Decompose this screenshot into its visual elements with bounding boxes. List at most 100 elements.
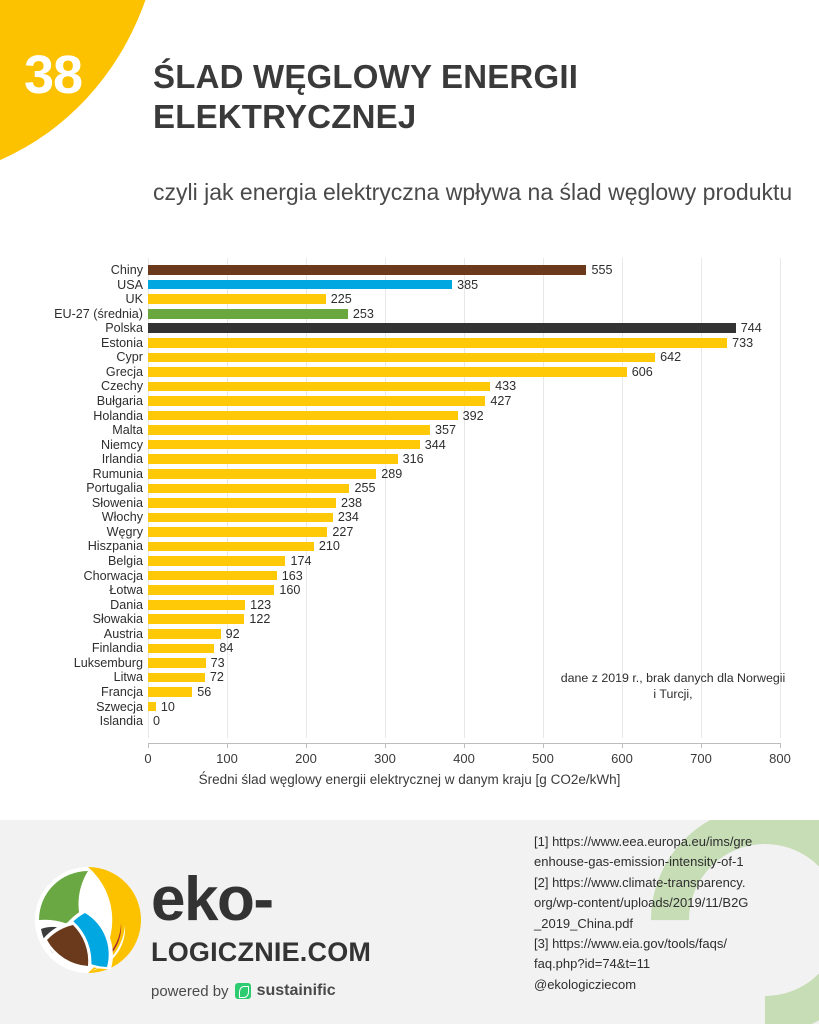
bar xyxy=(148,468,377,479)
bar-category-label: Bułgaria xyxy=(96,393,143,408)
bar-category-label: Włochy xyxy=(101,510,143,525)
bar xyxy=(148,672,205,683)
reference-line[interactable]: enhouse-gas-emission-intensity-of-1 xyxy=(534,854,744,870)
tick-mark xyxy=(464,743,465,748)
bar-value-label: 253 xyxy=(352,306,374,321)
bar-category-label: USA xyxy=(117,277,143,292)
tick-mark xyxy=(543,743,544,748)
reference-line[interactable]: [2] https://www.climate-transparency. xyxy=(534,874,746,890)
chart-row: Holandia 392 xyxy=(0,409,819,424)
bar xyxy=(148,483,350,494)
footer: eko- LOGICZNIE.COM powered by sustainifi… xyxy=(0,820,819,1024)
chart-row: Islandia 0 xyxy=(0,714,819,729)
bar-value-label: 357 xyxy=(435,423,457,438)
bar-category-label: Grecja xyxy=(105,364,143,379)
bar-category-label: Luksemburg xyxy=(73,655,143,670)
bar-category-label: Malta xyxy=(112,423,143,438)
bar xyxy=(148,367,627,377)
tick-mark xyxy=(701,743,702,748)
x-tick-label: 600 xyxy=(611,751,633,766)
chart-row: Portugalia 255 xyxy=(0,481,819,496)
chart-row: Dania 123 xyxy=(0,598,819,613)
bar-value-label: 73 xyxy=(210,655,225,670)
bar-value-label: 606 xyxy=(631,364,653,379)
x-tick-label: 300 xyxy=(374,751,396,766)
bar-category-label: Austria xyxy=(103,626,143,641)
bar-value-label: 225 xyxy=(330,292,352,307)
bar-value-label: 227 xyxy=(332,524,354,539)
chart-row: Słowakia 122 xyxy=(0,612,819,627)
bar xyxy=(148,556,286,566)
bar-category-label: Węgry xyxy=(106,524,143,539)
page-subtitle: czyli jak energia elektryczna wpływa na … xyxy=(153,179,793,205)
bar-value-label: 255 xyxy=(354,481,376,496)
chart-row: Łotwa 160 xyxy=(0,583,819,598)
chart-row: Węgry 227 xyxy=(0,525,819,540)
reference-line[interactable]: _2019_China.pdf xyxy=(534,915,634,931)
bar-value-label: 433 xyxy=(495,379,517,394)
bar-value-label: 174 xyxy=(290,554,312,568)
bar-category-label: Polska xyxy=(105,321,143,336)
bar-value-label: 385 xyxy=(457,277,479,292)
x-tick-label: 400 xyxy=(453,751,475,766)
eko-logicznie-logo-icon xyxy=(35,867,141,973)
gridline xyxy=(385,258,386,738)
chart-row: Polska 744 xyxy=(0,321,819,336)
chart-row: Słowenia 238 xyxy=(0,496,819,511)
bar xyxy=(148,352,656,363)
bar-category-label: Cypr xyxy=(116,350,143,365)
bar xyxy=(148,454,398,465)
chart-row: Chorwacja 163 xyxy=(0,569,819,584)
chart-row: Cypr 642 xyxy=(0,350,819,365)
bar-category-label: Estonia xyxy=(100,335,143,350)
bar xyxy=(148,425,431,435)
bar-chart: 0 100 200 300 400 500 600 700 800 Chiny 555 USA 385… xyxy=(0,258,819,820)
bar-category-label: UK xyxy=(125,292,144,307)
gridline xyxy=(464,258,465,738)
bar xyxy=(148,614,245,625)
reference-line[interactable]: faq.php?id=74&t=11 xyxy=(534,956,651,972)
bar xyxy=(148,599,246,610)
chart-row: UK 225 xyxy=(0,292,819,307)
bar-value-label: 238 xyxy=(341,495,363,510)
gridline xyxy=(622,258,623,738)
chart-row: Belgia 174 xyxy=(0,554,819,569)
reference-line[interactable]: [1] https://www.eea.europa.eu/ims/gre xyxy=(534,834,753,849)
bar-value-label: 10 xyxy=(160,699,175,714)
badge-number: 38 xyxy=(24,45,83,105)
chart-row: Finlandia 84 xyxy=(0,641,819,656)
gridline xyxy=(701,258,702,738)
bar-category-label: Niemcy xyxy=(101,437,143,452)
bar-value-label: 123 xyxy=(250,597,272,612)
gridline xyxy=(148,258,149,738)
bar-category-label: Rumunia xyxy=(92,466,143,481)
chart-row: Grecja 606 xyxy=(0,365,819,380)
chart-row: Rumunia 289 xyxy=(0,467,819,482)
sustainific-leaf-icon xyxy=(234,983,251,999)
bar xyxy=(148,570,277,581)
reference-line[interactable]: [3] https://www.eia.gov/tools/faqs/ xyxy=(534,936,727,952)
references-list: [1] https://www.eea.europa.eu/ims/gre enh… xyxy=(534,832,814,995)
bar xyxy=(148,396,486,406)
bar-value-label: 289 xyxy=(381,466,403,481)
reference-line[interactable]: org/wp-content/uploads/2019/11/B2G xyxy=(534,895,749,911)
powered-by: powered by sustainific xyxy=(151,982,336,1000)
bar-value-label: 642 xyxy=(660,350,682,365)
chart-row: Estonia 733 xyxy=(0,336,819,351)
bar-value-label: 92 xyxy=(225,626,240,641)
reference-line[interactable]: @ekologicziecom xyxy=(534,976,637,992)
chart-row: EU-27 (średnia) 253 xyxy=(0,307,819,322)
bar-category-label: Słowenia xyxy=(91,495,143,510)
bar-category-label: Słowakia xyxy=(92,612,143,627)
x-tick-label: 800 xyxy=(769,751,791,766)
bar xyxy=(148,265,587,275)
bar xyxy=(148,381,491,392)
bar-value-label: 392 xyxy=(462,408,484,423)
bar-value-label: 744 xyxy=(740,321,762,336)
bar-value-label: 163 xyxy=(281,568,303,583)
chart-row: Niemcy 344 xyxy=(0,438,819,453)
gridline xyxy=(306,258,307,738)
bar-category-label: Szwecja xyxy=(96,699,143,714)
sustainific-label: sustainific xyxy=(256,982,336,999)
bar-category-label: Portugalia xyxy=(86,481,143,496)
